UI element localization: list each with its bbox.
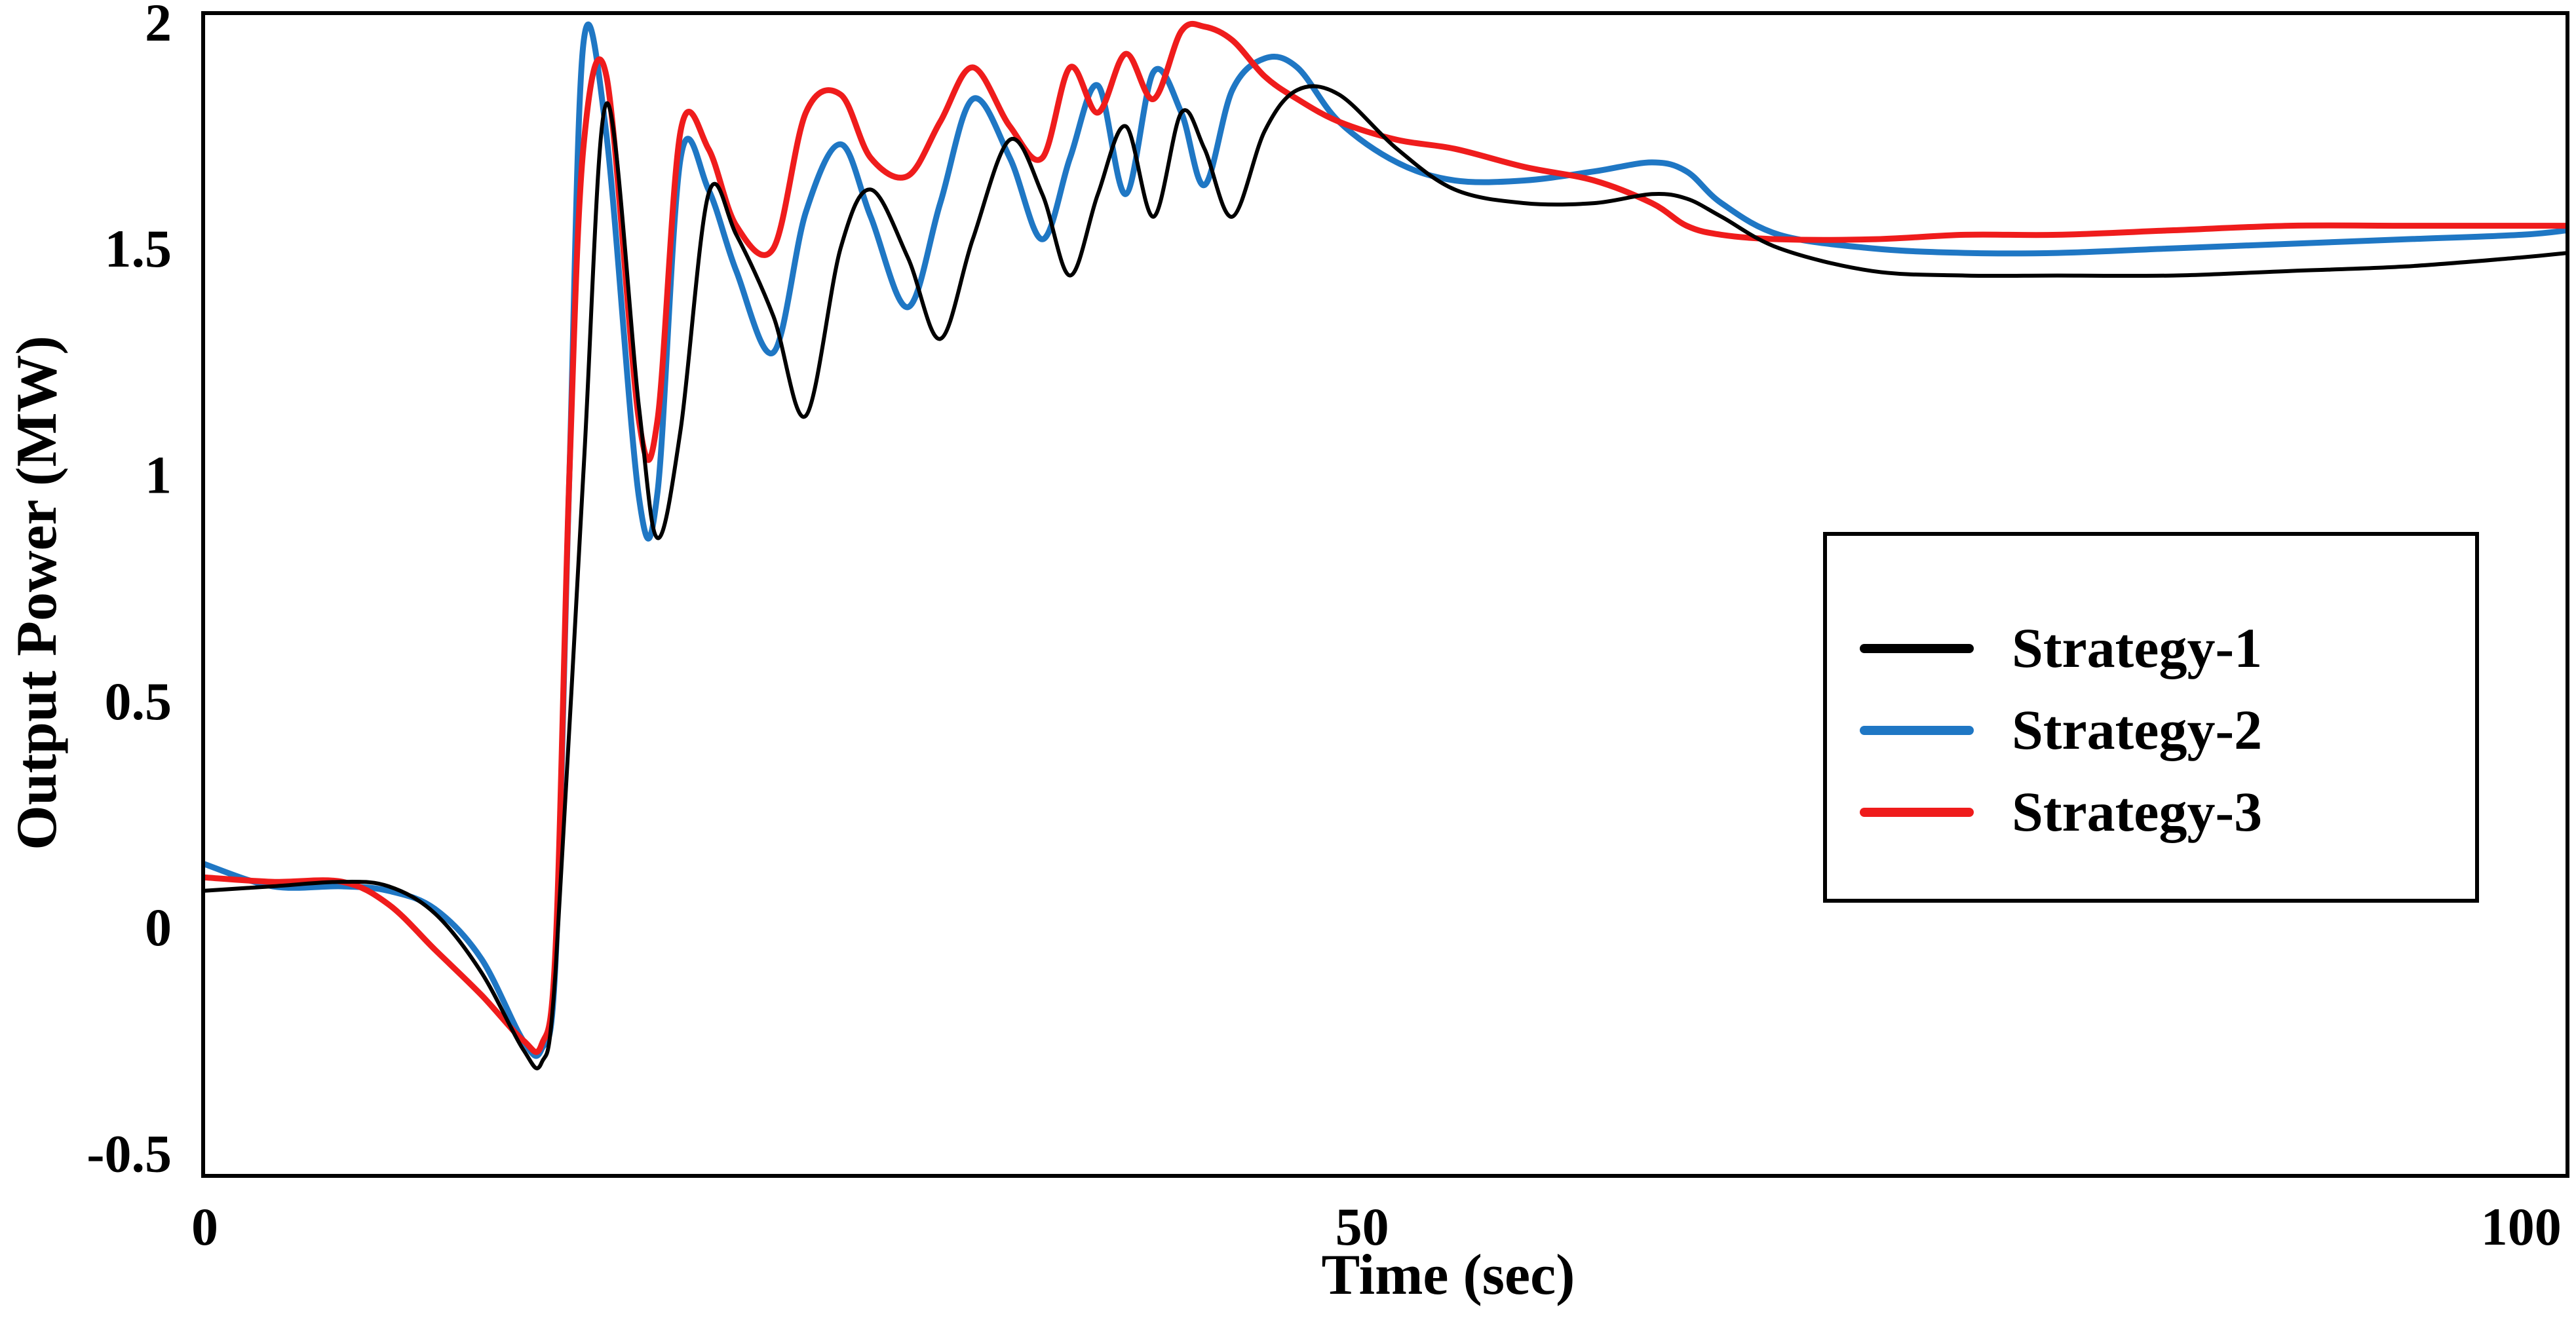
y-tick-labels: -0.5 0 0.5 1 1.5 2: [87, 0, 172, 1183]
y-tick-label: 0.5: [105, 671, 172, 731]
y-tick-label: 1: [145, 445, 172, 504]
x-tick-label: 50: [1336, 1197, 1389, 1256]
legend-label: Strategy-2: [2012, 698, 2262, 761]
legend-label: Strategy-3: [2012, 780, 2262, 843]
series-line-strategy-1: [203, 84, 2567, 1070]
legend-box: [1823, 532, 2479, 903]
series-layer: [203, 20, 2567, 1070]
y-axis-title: Output Power (MW): [5, 335, 69, 850]
x-tick-labels: 0 50 100: [191, 1197, 2562, 1256]
y-tick-label: 0: [145, 897, 172, 957]
y-tick-label: 2: [145, 0, 172, 52]
y-tick-label: 1.5: [105, 219, 172, 278]
series-line-strategy-3: [203, 20, 2567, 1055]
legend-label: Strategy-1: [2012, 616, 2262, 679]
x-tick-label: 100: [2481, 1197, 2562, 1256]
x-tick-label: 0: [191, 1197, 218, 1256]
legend: Strategy-1 Strategy-2 Strategy-3: [1823, 532, 2479, 903]
plot-frame: [201, 11, 2569, 1178]
y-tick-label: -0.5: [87, 1123, 172, 1183]
x-axis-title: Time (sec): [1322, 1243, 1575, 1307]
